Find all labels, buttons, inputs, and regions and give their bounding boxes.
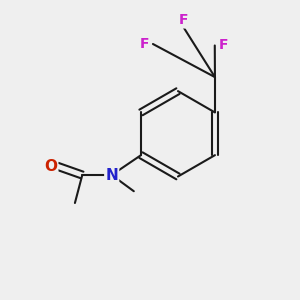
- Text: O: O: [44, 159, 57, 174]
- Text: F: F: [179, 14, 189, 27]
- Text: F: F: [219, 38, 228, 52]
- Text: N: N: [105, 167, 118, 182]
- Text: F: F: [140, 37, 149, 51]
